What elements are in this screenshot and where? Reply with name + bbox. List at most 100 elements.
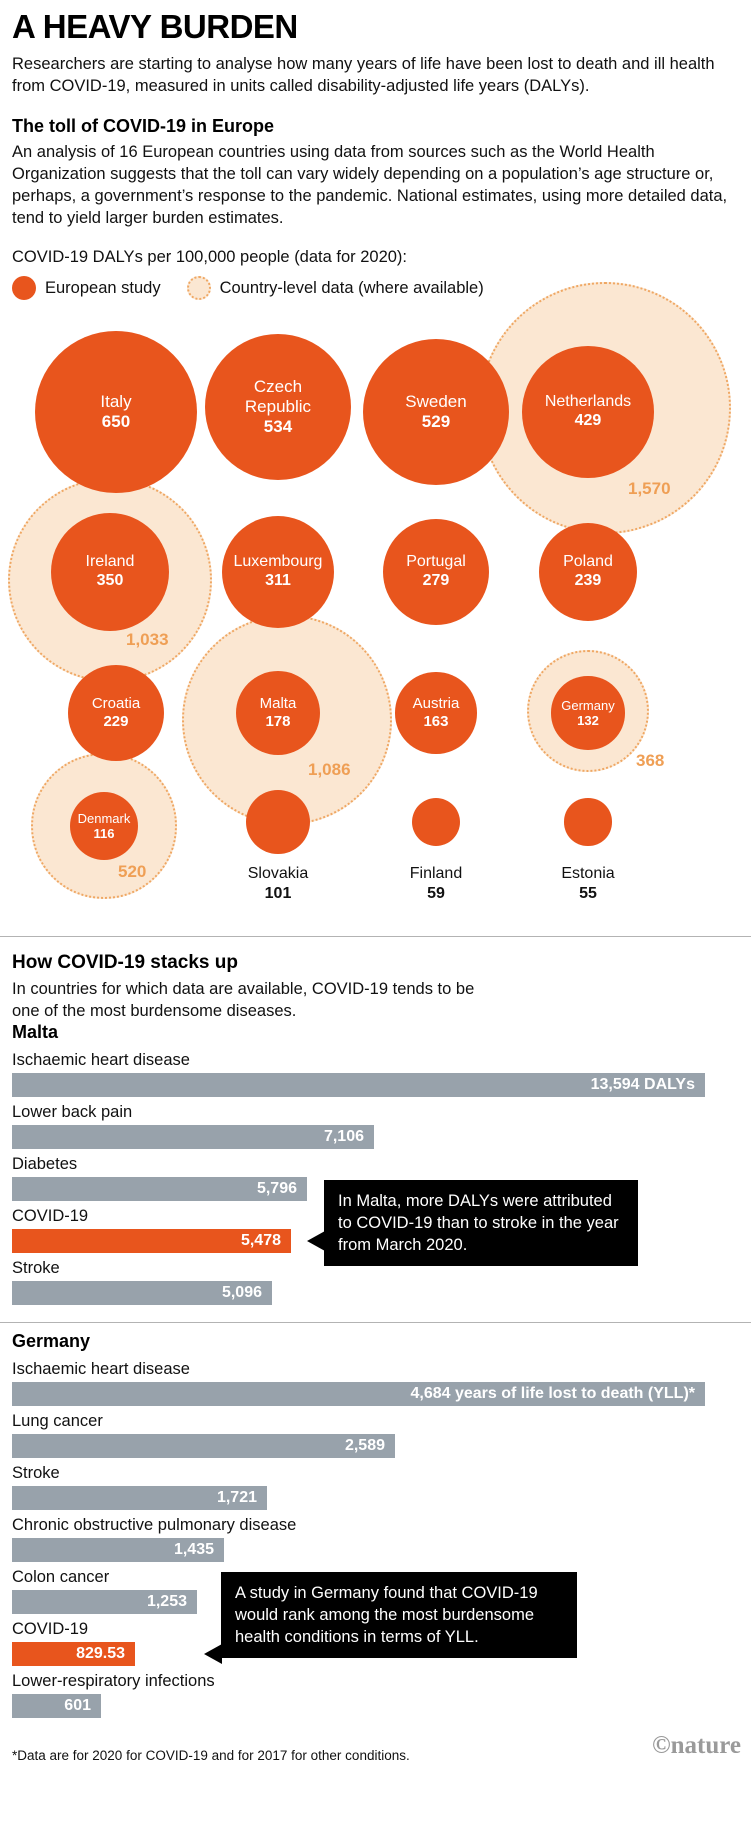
bar-row-covid-19: COVID-19 829.53: [12, 1619, 745, 1666]
bar-category-label: Ischaemic heart disease: [12, 1051, 190, 1069]
study-circle-malta: Malta 178: [235, 670, 321, 756]
country-label-finland: Finland 59: [376, 864, 496, 904]
bar-value: 5,096: [221, 1284, 262, 1301]
chart-title-malta: Malta: [12, 1022, 59, 1042]
section-divider: [0, 1322, 751, 1323]
bar-category-label: Lung cancer: [12, 1412, 103, 1430]
bar-lower-respiratory-infections: 601: [12, 1694, 101, 1718]
bar-category-label: COVID-19: [12, 1207, 89, 1225]
bar-row-stroke: Stroke 5,096: [12, 1258, 745, 1305]
bar-category-label: Stroke: [12, 1259, 60, 1277]
study-circle-netherlands: Netherlands 429: [522, 346, 654, 478]
country-name: Finland: [409, 865, 463, 882]
country-value: 101: [264, 885, 292, 902]
country-name: Czech Republic: [244, 376, 312, 416]
country-name: Sweden: [405, 391, 467, 411]
germany-bar-chart: Germany Ischaemic heart disease 4,684 yea…: [12, 1331, 745, 1723]
country-level-value-germany: 368: [636, 751, 665, 770]
country-name: Croatia: [91, 695, 141, 713]
country-value: 132: [577, 712, 599, 728]
bar-value: 601: [64, 1697, 91, 1714]
legend-item-european-study: European study: [12, 276, 161, 300]
bar-category-label: Lower-respiratory infections: [12, 1672, 215, 1690]
bar-colon-cancer: 1,253: [12, 1590, 197, 1614]
bar-category-label: Lower back pain: [12, 1103, 133, 1121]
bar-diabetes: 5,796: [12, 1177, 307, 1201]
bar-row-colon-cancer: Colon cancer 1,253: [12, 1567, 745, 1614]
bar-value: 13,594 DALYs: [590, 1076, 695, 1093]
toll-heading: The toll of COVID-19 in Europe: [12, 116, 275, 136]
study-circle-slovakia: [246, 790, 310, 854]
bar-lung-cancer: 2,589: [12, 1434, 395, 1458]
bar-covid-19: 829.53: [12, 1642, 135, 1666]
country-label-slovakia: Slovakia 101: [218, 864, 338, 904]
germany-bars: Ischaemic heart disease 4,684 years of li…: [12, 1359, 745, 1718]
bar-row-covid-19: COVID-19 5,478: [12, 1206, 745, 1253]
stacks-body: In countries for which data are availabl…: [12, 980, 475, 1020]
malta-callout-text: In Malta, more DALYs were attributed to …: [338, 1192, 619, 1254]
country-value: 534: [263, 417, 293, 436]
country-name: Denmark: [77, 810, 131, 826]
bar-value: 1,253: [146, 1593, 187, 1610]
country-value: 59: [427, 885, 445, 902]
country-name: Ireland: [85, 553, 135, 571]
bar-covid-19: 5,478: [12, 1229, 291, 1253]
country-value: 650: [101, 411, 131, 431]
toll-body: An analysis of 16 European countries usi…: [12, 143, 728, 227]
page-title: A HEAVY BURDEN: [12, 8, 298, 45]
study-circle-sweden: Sweden 529: [362, 338, 510, 486]
malta-bars: Ischaemic heart disease 13,594 DALYs Lower…: [12, 1050, 745, 1305]
legend-item-country-level: Country-level data (where available): [186, 276, 484, 300]
bar-value: 4,684 years of life lost to death (YLL)*: [410, 1385, 695, 1402]
bar-value: 1,721: [216, 1489, 257, 1506]
bar-chronic-obstructive-pulmonary-disease: 1,435: [12, 1538, 224, 1562]
bar-value: 2,589: [344, 1437, 385, 1454]
country-name: Germany: [561, 697, 615, 713]
study-circle-portugal: Portugal 279: [382, 518, 490, 626]
country-value: 239: [574, 571, 602, 589]
bar-value: 5,796: [256, 1180, 297, 1197]
legend-label: European study: [45, 278, 161, 297]
country-value: 229: [103, 712, 129, 730]
intro-text: Researchers are starting to analyse how …: [12, 55, 715, 95]
study-circle-finland: [411, 797, 461, 847]
country-name: Poland: [563, 553, 613, 571]
bar-ischaemic-heart-disease: 13,594 DALYs: [12, 1073, 705, 1097]
bar-value: 5,478: [240, 1232, 281, 1249]
malta-bar-chart: Malta Ischaemic heart disease 13,594 DALY…: [12, 1022, 745, 1310]
bar-category-label: COVID-19: [12, 1620, 89, 1638]
bubble-chart: Italy 650 Czech Republic 534 Sweden 529 Nether…: [7, 281, 731, 904]
malta-callout: In Malta, more DALYs were attributed to …: [307, 1180, 638, 1266]
study-circle-ireland: Ireland 350: [50, 512, 170, 632]
bar-lower-back-pain: 7,106: [12, 1125, 374, 1149]
study-circle-czech-republic: Czech Republic 534: [204, 333, 352, 481]
study-circle-poland: Poland 239: [538, 522, 638, 622]
germany-callout: A study in Germany found that COVID-19 w…: [204, 1572, 577, 1664]
bar-value: 829.53: [76, 1645, 125, 1662]
bar-row-ischaemic-heart-disease: Ischaemic heart disease 13,594 DALYs: [12, 1050, 745, 1097]
study-circle-luxembourg: Luxembourg 311: [221, 515, 335, 629]
orange-filled-circle-icon: [12, 276, 36, 300]
country-label-estonia: Estonia 55: [528, 864, 648, 904]
country-value: 279: [422, 571, 450, 589]
bar-category-label: Stroke: [12, 1464, 60, 1482]
bar-row-stroke: Stroke 1,721: [12, 1463, 745, 1510]
country-value: 429: [574, 411, 602, 429]
legend-label: Country-level data (where available): [219, 278, 484, 297]
country-name: Italy: [100, 391, 132, 411]
bar-category-label: Ischaemic heart disease: [12, 1360, 190, 1378]
footnote: *Data are for 2020 for COVID-19 and for …: [12, 1748, 410, 1763]
country-value: 350: [96, 571, 124, 589]
legend-title: COVID-19 DALYs per 100,000 people (data …: [12, 248, 408, 266]
nature-logo: ©nature: [651, 1732, 741, 1759]
country-name: Austria: [412, 695, 460, 713]
section-divider: [0, 936, 751, 937]
peach-dotted-circle-icon: [186, 276, 211, 300]
country-value: 55: [579, 885, 597, 902]
bar-row-chronic-obstructive-pulmonary-disease: Chronic obstructive pulmonary disease 1,4…: [12, 1515, 745, 1562]
bar-row-lower-back-pain: Lower back pain 7,106: [12, 1102, 745, 1149]
bar-stroke: 5,096: [12, 1281, 272, 1305]
bar-value: 7,106: [323, 1128, 364, 1145]
country-name: Netherlands: [544, 393, 632, 411]
